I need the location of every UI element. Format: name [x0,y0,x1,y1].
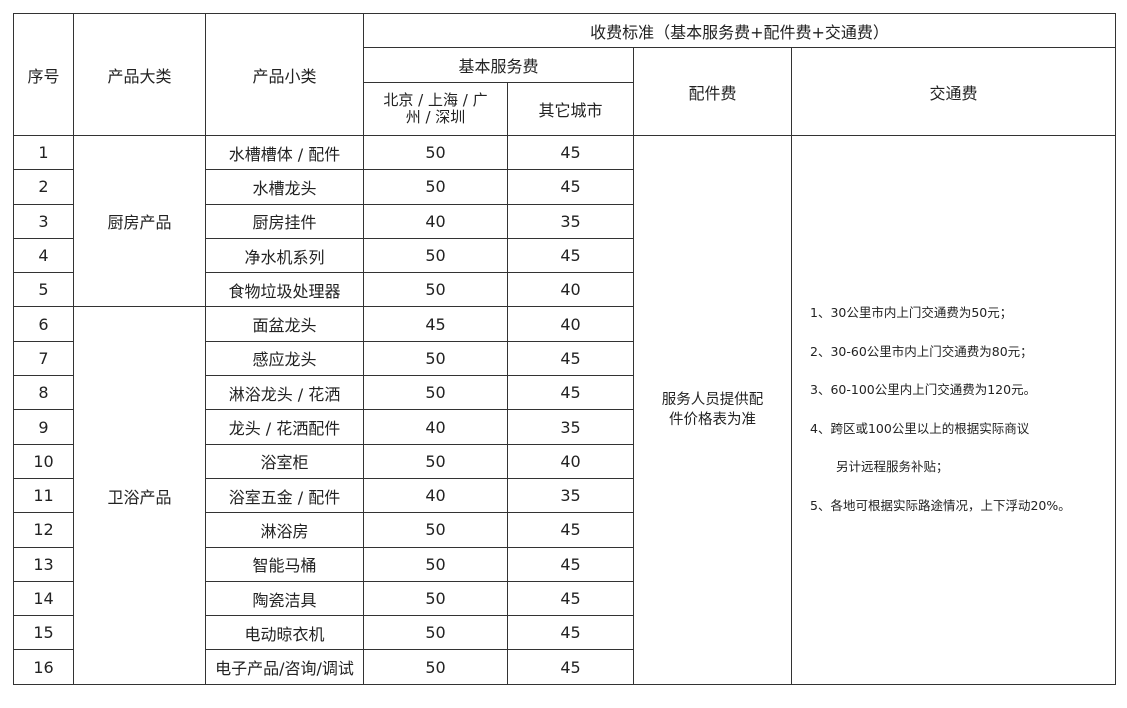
traffic-note: 2、30-60公里市内上门交通费为80元； [810,343,1033,359]
subcategory-cell: 浴室五金 / 配件 [205,477,364,514]
tier1-fee-cell: 50 [363,615,508,651]
header-seq: 序号 [13,13,74,136]
seq-cell: 16 [13,649,74,685]
seq-cell: 10 [13,443,74,479]
tier1-fee-cell: 40 [363,203,508,239]
tier1-fee-cell: 50 [363,546,508,582]
tier1-fee-cell: 40 [363,409,508,445]
header-category: 产品大类 [73,13,206,136]
tier1-fee-cell: 50 [363,134,508,171]
other-city-fee-cell: 45 [507,546,634,582]
other-city-fee-cell: 45 [507,580,634,617]
parts-fee-note: 服务人员提供配件价格表为准 [633,135,792,685]
seq-cell: 15 [13,615,74,651]
table-row: 11 浴室五金 / 配件 40 35 [13,477,1116,514]
tier1-fee-cell: 50 [363,272,508,308]
tier1-fee-cell: 50 [363,512,508,548]
table-row: 7 感应龙头 50 45 [13,340,1116,377]
other-city-fee-cell: 45 [507,615,634,651]
tier1-fee-cell: 50 [363,375,508,411]
seq-cell: 11 [13,477,74,514]
other-city-fee-cell: 45 [507,340,634,377]
other-city-fee-cell: 35 [507,477,634,514]
table-row: 6 卫浴产品 面盆龙头 45 40 [13,306,1116,685]
table-row: 10 浴室柜 50 40 [13,443,1116,479]
category-cell: 卫浴产品 [73,306,206,685]
tier1-fee-cell: 45 [363,306,508,342]
table-row: 9 龙头 / 花洒配件 40 35 [13,409,1116,445]
tier1-fee-cell: 50 [363,443,508,479]
subcategory-cell: 电动晾衣机 [205,615,364,651]
tier1-fee-cell: 40 [363,477,508,514]
subcategory-cell: 淋浴龙头 / 花洒 [205,375,364,411]
table-row: 5 食物垃圾处理器 50 40 [13,272,1116,308]
subcategory-cell: 水槽龙头 [205,169,364,205]
subcategory-cell: 厨房挂件 [205,203,364,239]
seq-cell: 8 [13,375,74,411]
tier1-fee-cell: 50 [363,169,508,205]
subcategory-cell: 面盆龙头 [205,306,364,342]
table-row: 1 厨房产品 水槽槽体 / 配件 50 45 服务人员提供配件价格表为准 1、30公里市内上… [13,134,1116,685]
table-row: 3 厨房挂件 40 35 [13,203,1116,239]
subcategory-cell: 净水机系列 [205,237,364,274]
tier1-fee-cell: 50 [363,237,508,274]
other-city-fee-cell: 45 [507,375,634,411]
seq-cell: 6 [13,306,74,342]
other-city-fee-cell: 40 [507,272,634,308]
other-city-fee-cell: 45 [507,649,634,685]
seq-cell: 12 [13,512,74,548]
header-basic-fee: 基本服务费 [363,47,634,83]
seq-cell: 2 [13,169,74,205]
traffic-note: 3、60-100公里内上门交通费为120元。 [810,382,1037,398]
other-city-fee-cell: 40 [507,306,634,342]
subcategory-cell: 水槽槽体 / 配件 [205,134,364,171]
subcategory-cell: 陶瓷洁具 [205,580,364,617]
header-parts-fee: 配件费 [633,47,792,136]
subcategory-cell: 食物垃圾处理器 [205,272,364,308]
traffic-note: 4、跨区或100公里以上的根据实际商议 [810,420,1030,436]
other-city-fee-cell: 45 [507,512,634,548]
tier1-fee-cell: 50 [363,580,508,617]
seq-cell: 9 [13,409,74,445]
traffic-fee-notes: 1、30公里市内上门交通费为50元； 2、30-60公里市内上门交通费为80元； 3… [791,135,1116,685]
tier1-fee-cell: 50 [363,340,508,377]
subcategory-cell: 电子产品/咨询/调试 [205,649,364,685]
table-row: 15 电动晾衣机 50 45 [13,615,1116,651]
other-city-fee-cell: 45 [507,169,634,205]
other-city-fee-cell: 40 [507,443,634,479]
header-traffic-fee: 交通费 [791,47,1116,136]
table-row: 16 电子产品/咨询/调试 50 45 [13,649,1116,685]
seq-cell: 5 [13,272,74,308]
table-row: 4 净水机系列 50 45 [13,237,1116,274]
seq-cell: 14 [13,580,74,617]
other-city-fee-cell: 35 [507,409,634,445]
other-city-fee-cell: 45 [507,134,634,171]
table-row: 8 淋浴龙头 / 花洒 50 45 [13,375,1116,411]
seq-cell: 1 [13,134,74,171]
subcategory-cell: 智能马桶 [205,546,364,582]
traffic-note: 1、30公里市内上门交通费为50元； [810,305,1013,321]
subcategory-cell: 浴室柜 [205,443,364,479]
seq-cell: 13 [13,546,74,582]
subcategory-cell: 感应龙头 [205,340,364,377]
seq-cell: 4 [13,237,74,274]
table-row: 13 智能马桶 50 45 [13,546,1116,582]
category-cell: 厨房产品 [73,134,206,308]
header-other-city: 其它城市 [507,82,634,136]
other-city-fee-cell: 45 [507,237,634,274]
traffic-note: 另计远程服务补贴； [836,459,949,475]
subcategory-cell: 淋浴房 [205,512,364,548]
header-tier1-city: 北京 / 上海 / 广州 / 深圳 [363,82,508,136]
subcategory-cell: 龙头 / 花洒配件 [205,409,364,445]
header-subcategory: 产品小类 [205,13,364,136]
service-fee-table: 序号 产品大类 产品小类 收费标准（基本服务费+配件费+交通费） 基本服务费 配… [13,13,1116,685]
other-city-fee-cell: 35 [507,203,634,239]
traffic-note: 5、各地可根据实际路途情况，上下浮动20%。 [810,497,1071,513]
seq-cell: 3 [13,203,74,239]
seq-cell: 7 [13,340,74,377]
header-fee-standard: 收费标准（基本服务费+配件费+交通费） [363,13,1116,48]
tier1-fee-cell: 50 [363,649,508,685]
